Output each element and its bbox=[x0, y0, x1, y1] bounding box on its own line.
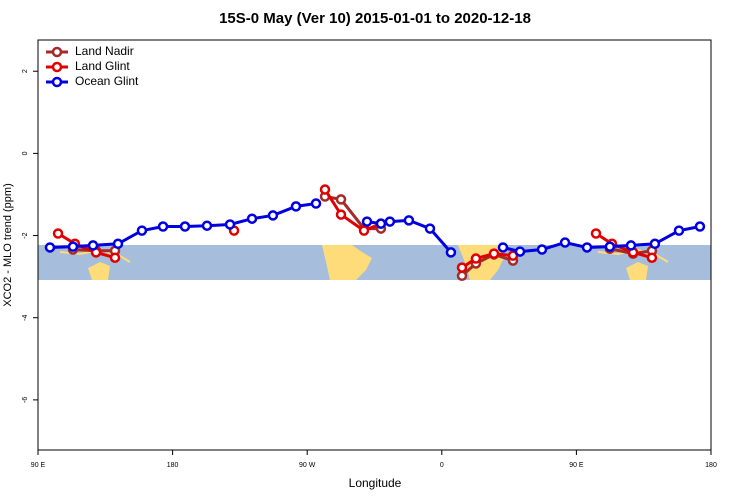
point bbox=[559, 237, 571, 248]
point bbox=[224, 219, 236, 230]
point bbox=[67, 241, 79, 252]
point bbox=[649, 238, 661, 250]
point bbox=[319, 184, 331, 195]
point bbox=[136, 225, 148, 236]
point bbox=[604, 241, 616, 252]
y-tick-label: -4 bbox=[22, 315, 29, 321]
point bbox=[488, 248, 500, 259]
x-tick-label: 90 E bbox=[31, 462, 46, 469]
x-axis-label: Longitude bbox=[349, 476, 402, 490]
point bbox=[290, 201, 302, 212]
y-tick-label: -2 bbox=[22, 232, 29, 238]
point bbox=[497, 242, 509, 253]
point bbox=[310, 198, 322, 209]
y-tick-label: 0 bbox=[22, 151, 29, 155]
point bbox=[403, 215, 415, 226]
point bbox=[335, 194, 347, 205]
land bbox=[626, 262, 648, 280]
point bbox=[456, 262, 468, 273]
point bbox=[335, 209, 347, 220]
x-tick-label: 90 E bbox=[569, 462, 584, 469]
y-axis-label: XCO2 - MLO trend (ppm) bbox=[2, 183, 14, 306]
point bbox=[52, 228, 64, 239]
legend-marker bbox=[51, 76, 63, 88]
x-tick-label: 180 bbox=[167, 462, 179, 469]
point bbox=[246, 213, 258, 224]
point bbox=[358, 225, 370, 236]
point bbox=[646, 252, 658, 263]
point bbox=[581, 242, 593, 253]
point bbox=[44, 242, 56, 253]
point bbox=[267, 210, 279, 221]
land bbox=[88, 262, 110, 280]
point bbox=[361, 216, 373, 227]
point bbox=[179, 221, 191, 232]
point bbox=[694, 221, 706, 232]
x-tick-label: 90 W bbox=[299, 462, 316, 469]
series-line bbox=[57, 188, 653, 269]
point bbox=[514, 246, 526, 257]
point bbox=[536, 244, 548, 255]
point bbox=[112, 238, 124, 250]
legend-marker bbox=[51, 61, 63, 73]
point bbox=[157, 221, 169, 232]
x-tick-label: 0 bbox=[440, 462, 444, 469]
legend-marker bbox=[51, 46, 63, 58]
y-tick-label: -6 bbox=[22, 397, 29, 403]
legend-label: Land Nadir bbox=[75, 44, 134, 58]
point bbox=[673, 225, 685, 236]
legend-label: Land Glint bbox=[75, 59, 130, 73]
point bbox=[625, 240, 637, 251]
point bbox=[470, 253, 482, 264]
point bbox=[424, 223, 436, 234]
ocean-band bbox=[38, 245, 711, 280]
point bbox=[456, 270, 468, 282]
point bbox=[384, 216, 396, 227]
point bbox=[87, 240, 99, 251]
chart-title: 15S-0 May (Ver 10) 2015-01-01 to 2020-12… bbox=[219, 10, 531, 27]
point bbox=[375, 218, 387, 229]
x-tick-label: 180 bbox=[705, 462, 717, 469]
point bbox=[590, 228, 602, 239]
point bbox=[445, 247, 457, 258]
land bbox=[322, 245, 372, 280]
point bbox=[109, 252, 121, 263]
y-tick-label: 2 bbox=[22, 69, 29, 73]
legend-label: Ocean Glint bbox=[75, 74, 139, 88]
plot-frame bbox=[37, 39, 712, 451]
point bbox=[201, 220, 213, 231]
